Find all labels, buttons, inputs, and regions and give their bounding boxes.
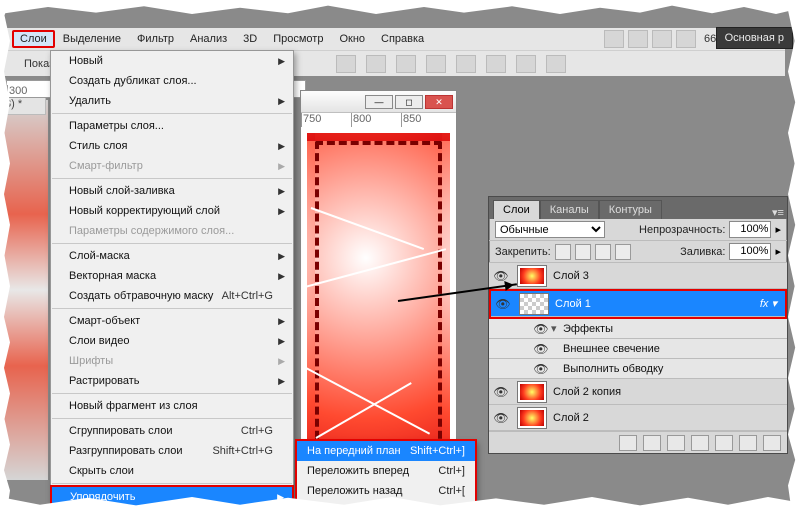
opacity-label: Непрозрачность: xyxy=(639,224,725,236)
torn-edge xyxy=(788,0,800,511)
layer-row[interactable]: 👁Слой 2 копия xyxy=(489,379,787,405)
visibility-icon[interactable]: 👁 xyxy=(531,322,551,336)
menu-help[interactable]: Справка xyxy=(373,30,432,48)
toolbar-icon[interactable] xyxy=(676,30,696,48)
adjustment-icon[interactable] xyxy=(691,435,709,451)
opt-icon[interactable] xyxy=(336,55,356,73)
fx-icon[interactable] xyxy=(643,435,661,451)
lock-label: Закрепить: xyxy=(495,246,551,258)
trash-icon[interactable] xyxy=(763,435,781,451)
visibility-icon[interactable]: 👁 xyxy=(489,385,513,399)
workspace-button[interactable]: Основная р xyxy=(716,27,793,49)
menu-view[interactable]: Просмотр xyxy=(265,30,331,48)
torn-edge xyxy=(0,0,800,14)
menu-select[interactable]: Выделение xyxy=(55,30,129,48)
opt-icon[interactable] xyxy=(456,55,476,73)
lock-position-icon[interactable] xyxy=(595,244,611,260)
submenu-item[interactable]: На передний планShift+Ctrl+] xyxy=(297,441,475,461)
toolbar-icon[interactable] xyxy=(604,30,624,48)
opt-icon[interactable] xyxy=(426,55,446,73)
link-icon[interactable] xyxy=(619,435,637,451)
menu-item: Шрифты▶ xyxy=(51,351,293,371)
new-layer-icon[interactable] xyxy=(739,435,757,451)
layer-row[interactable]: 👁Слой 3 xyxy=(489,263,787,289)
visibility-icon[interactable]: 👁 xyxy=(491,297,515,311)
menu-item[interactable]: Скрыть слои xyxy=(51,461,293,481)
opt-icon[interactable] xyxy=(396,55,416,73)
menu-item[interactable]: Создать дубликат слоя... xyxy=(51,71,293,91)
menu-filter[interactable]: Фильтр xyxy=(129,30,182,48)
layer-thumb xyxy=(517,381,547,403)
layer-effect-row[interactable]: 👁▾Эффекты xyxy=(489,319,787,339)
main-menubar: Слои Выделение Фильтр Анализ 3D Просмотр… xyxy=(4,28,785,50)
menu-item[interactable]: Стиль слоя▶ xyxy=(51,136,293,156)
panel-menu-icon[interactable]: ▾≡ xyxy=(769,206,787,219)
menu-item[interactable]: Слои видео▶ xyxy=(51,331,293,351)
menu-item[interactable]: Параметры слоя... xyxy=(51,116,293,136)
opt-icon[interactable] xyxy=(546,55,566,73)
doc-canvas[interactable] xyxy=(301,127,456,489)
layer-row[interactable]: 👁Слой 1fx ▾ xyxy=(491,291,785,317)
menu-item[interactable]: Новый▶ xyxy=(51,51,293,71)
fill-input[interactable]: 100% xyxy=(729,243,771,260)
menu-window[interactable]: Окно xyxy=(331,30,373,48)
opt-icon[interactable] xyxy=(486,55,506,73)
layer-thumb xyxy=(517,265,547,287)
menu-item[interactable]: Сгруппировать слоиCtrl+G xyxy=(51,421,293,441)
minimize-button[interactable]: — xyxy=(365,95,393,109)
opacity-input[interactable]: 100% xyxy=(729,221,771,238)
tab-layers[interactable]: Слои xyxy=(493,200,540,219)
layer-effect-row[interactable]: 👁Выполнить обводку xyxy=(489,359,787,379)
blend-mode-select[interactable]: Обычные xyxy=(495,221,605,238)
menu-item: Параметры содержимого слоя... xyxy=(51,221,293,241)
tab-paths[interactable]: Контуры xyxy=(599,200,662,219)
fill-label: Заливка: xyxy=(680,246,725,258)
menu-layers[interactable]: Слои xyxy=(12,30,55,48)
menu-analysis[interactable]: Анализ xyxy=(182,30,235,48)
lock-all-icon[interactable] xyxy=(615,244,631,260)
doc-ruler: 750800850 xyxy=(301,113,456,127)
doc-titlebar: — ◻ ✕ xyxy=(301,91,456,113)
document-window: — ◻ ✕ 750800850 xyxy=(300,90,457,490)
opt-icon[interactable] xyxy=(516,55,536,73)
layer-thumb xyxy=(517,407,547,429)
panel-tabs: Слои Каналы Контуры ▾≡ xyxy=(489,197,787,219)
maximize-button[interactable]: ◻ xyxy=(395,95,423,109)
toolbar-icon[interactable] xyxy=(628,30,648,48)
tab-channels[interactable]: Каналы xyxy=(540,200,599,219)
mask-icon[interactable] xyxy=(667,435,685,451)
menu-item[interactable]: Смарт-объект▶ xyxy=(51,311,293,331)
close-button[interactable]: ✕ xyxy=(425,95,453,109)
menu-item[interactable]: Создать обтравочную маскуAlt+Ctrl+G xyxy=(51,286,293,306)
visibility-icon[interactable]: 👁 xyxy=(531,342,551,356)
menu-item[interactable]: Растрировать▶ xyxy=(51,371,293,391)
menu-item[interactable]: Слой-маска▶ xyxy=(51,246,293,266)
menu-item[interactable]: Разгруппировать слоиShift+Ctrl+G xyxy=(51,441,293,461)
layers-dropdown: Новый▶Создать дубликат слоя...Удалить▶ Па… xyxy=(50,50,294,511)
lock-transparent-icon[interactable] xyxy=(555,244,571,260)
toolbar-icon[interactable] xyxy=(652,30,672,48)
menu-item[interactable]: Удалить▶ xyxy=(51,91,293,111)
visibility-icon[interactable]: 👁 xyxy=(489,411,513,425)
layers-panel: Слои Каналы Контуры ▾≡ Обычные Непрозрач… xyxy=(488,196,788,454)
menu-item: Смарт-фильтр▶ xyxy=(51,156,293,176)
menu-item[interactable]: Новый слой-заливка▶ xyxy=(51,181,293,201)
lock-pixels-icon[interactable] xyxy=(575,244,591,260)
panel-footer xyxy=(489,431,787,453)
menu-3d[interactable]: 3D xyxy=(235,30,265,48)
menu-item[interactable]: Векторная маска▶ xyxy=(51,266,293,286)
menu-item[interactable]: Новый корректирующий слой▶ xyxy=(51,201,293,221)
layer-thumb xyxy=(519,293,549,315)
layer-effect-row[interactable]: 👁Внешнее свечение xyxy=(489,339,787,359)
layer-row[interactable]: 👁Слой 2 xyxy=(489,405,787,431)
group-icon[interactable] xyxy=(715,435,733,451)
opt-icon[interactable] xyxy=(366,55,386,73)
submenu-item[interactable]: Переложить впередCtrl+] xyxy=(297,461,475,481)
menu-item[interactable]: Новый фрагмент из слоя xyxy=(51,396,293,416)
visibility-icon[interactable]: 👁 xyxy=(531,362,551,376)
